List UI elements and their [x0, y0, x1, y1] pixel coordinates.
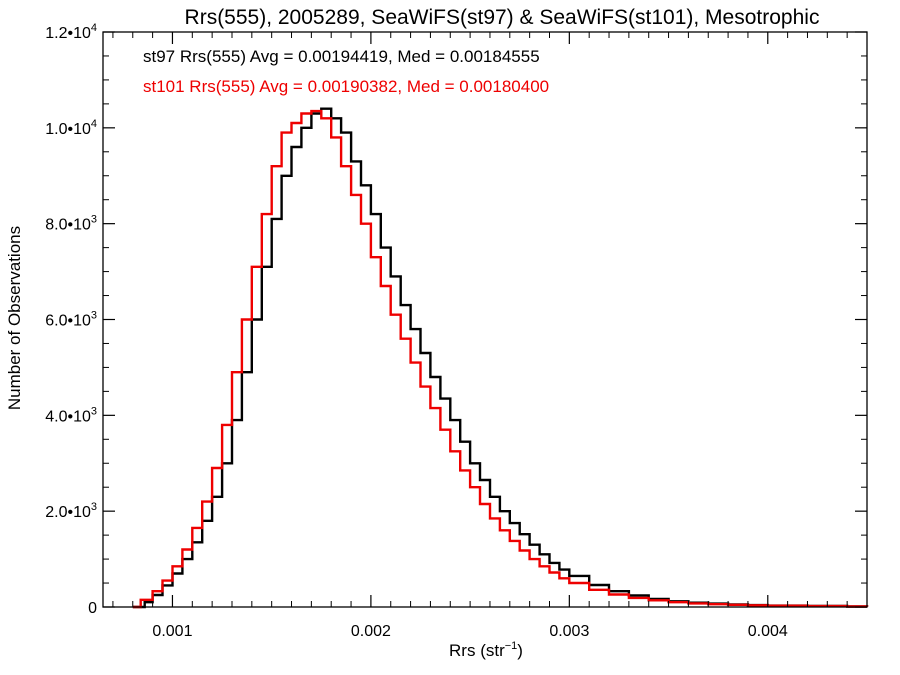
y-tick-label: 6.0•103 [45, 310, 97, 330]
y-tick-label: 1.2•104 [45, 22, 97, 42]
y-tick-label: 1.0•104 [45, 118, 97, 138]
legend-entry-st101: st101 Rrs(555) Avg = 0.00190382, Med = 0… [143, 77, 549, 96]
x-tick-label: 0.001 [152, 623, 192, 640]
legend-entry-st97: st97 Rrs(555) Avg = 0.00194419, Med = 0.… [143, 47, 540, 66]
x-tick-label: 0.002 [351, 623, 391, 640]
y-tick-label: 2.0•103 [45, 501, 97, 521]
series-line-st101 [132, 109, 869, 609]
plot-area [132, 107, 869, 609]
x-tick-label: 0.003 [549, 623, 589, 640]
y-axis-label: Number of Observations [5, 226, 24, 410]
y-tick-label: 4.0•103 [45, 405, 97, 425]
y-tick-label: 0 [88, 600, 97, 617]
axes: 0.001 0.002 0.003 0.004 0 2.0•103 4.0•103 6.0•1… [45, 22, 868, 640]
x-tick-label: 0.004 [748, 623, 788, 640]
series-line-st97 [132, 107, 869, 609]
x-axis-label: Rrs (str−1) [449, 640, 523, 660]
y-tick-label: 8.0•103 [45, 214, 97, 234]
chart-title: Rrs(555), 2005289, SeaWiFS(st97) & SeaWi… [185, 6, 820, 29]
